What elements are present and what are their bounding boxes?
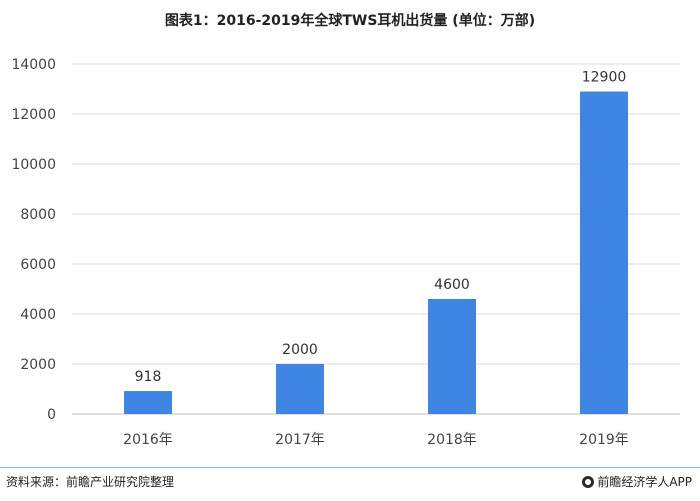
data-labels: 918 2000 4600 12900 — [135, 70, 627, 386]
y-tick-label: 10000 — [11, 157, 56, 173]
bars — [124, 91, 628, 414]
y-tick-label: 4000 — [20, 307, 56, 323]
x-tick-label: 2018年 — [427, 432, 477, 448]
data-label: 2000 — [282, 342, 318, 358]
bar — [428, 299, 476, 414]
chart-title: 图表1：2016-2019年全球TWS耳机出货量 (单位：万部) — [164, 13, 536, 29]
y-tick-label: 12000 — [11, 107, 56, 123]
x-tick-label: 2019年 — [579, 432, 629, 448]
x-axis-ticks: 2016年 2017年 2018年 2019年 — [123, 432, 629, 448]
brand-credit: 前瞻经济学人APP — [582, 473, 692, 490]
x-tick-label: 2017年 — [275, 432, 325, 448]
bar — [124, 391, 172, 414]
data-label: 918 — [135, 369, 162, 385]
y-axis-ticks: 0 2000 4000 6000 8000 10000 12000 14000 — [11, 57, 56, 423]
bar-chart: 0 2000 4000 6000 8000 10000 12000 14000 918 2000… — [11, 57, 680, 448]
bar — [580, 91, 628, 414]
x-tick-label: 2016年 — [123, 432, 173, 448]
brand-logo-icon — [582, 475, 595, 488]
y-tick-label: 8000 — [20, 207, 56, 223]
gridlines — [72, 63, 680, 415]
y-tick-label: 0 — [47, 407, 56, 423]
data-label: 4600 — [434, 277, 470, 293]
y-tick-label: 2000 — [20, 357, 56, 373]
brand-text: 前瞻经济学人APP — [597, 475, 692, 489]
bar — [276, 364, 324, 414]
data-label: 12900 — [582, 70, 627, 86]
footer-divider — [0, 467, 700, 468]
y-tick-label: 14000 — [11, 57, 56, 73]
y-tick-label: 6000 — [20, 257, 56, 273]
source-note: 资料来源：前瞻产业研究院整理 — [6, 475, 175, 489]
